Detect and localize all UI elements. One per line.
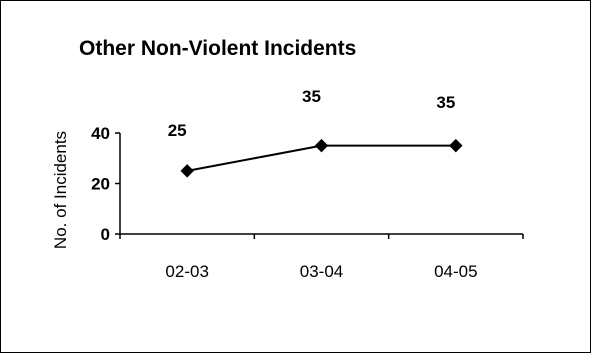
axis-ticks: 0 20 40 02-03 03-04 04-05 (91, 124, 524, 281)
y-tick-label: 0 (101, 225, 110, 244)
data-point-marker (449, 138, 463, 153)
series-group (180, 138, 463, 178)
data-labels: 25 35 35 (168, 87, 456, 140)
chart-title: Other Non-Violent Incidents (79, 37, 356, 60)
data-label: 35 (436, 93, 455, 112)
x-tick-label: 02-03 (165, 262, 208, 281)
x-tick-label: 03-04 (300, 262, 343, 281)
data-label: 35 (302, 87, 321, 106)
data-point-marker (180, 164, 194, 178)
y-tick-label: 40 (91, 124, 110, 143)
x-tick-label: 04-05 (434, 262, 477, 281)
data-label: 25 (168, 121, 187, 140)
data-point-marker (314, 138, 329, 153)
y-tick-label: 20 (91, 175, 110, 194)
y-axis-label: No. of Incidents (51, 131, 70, 249)
